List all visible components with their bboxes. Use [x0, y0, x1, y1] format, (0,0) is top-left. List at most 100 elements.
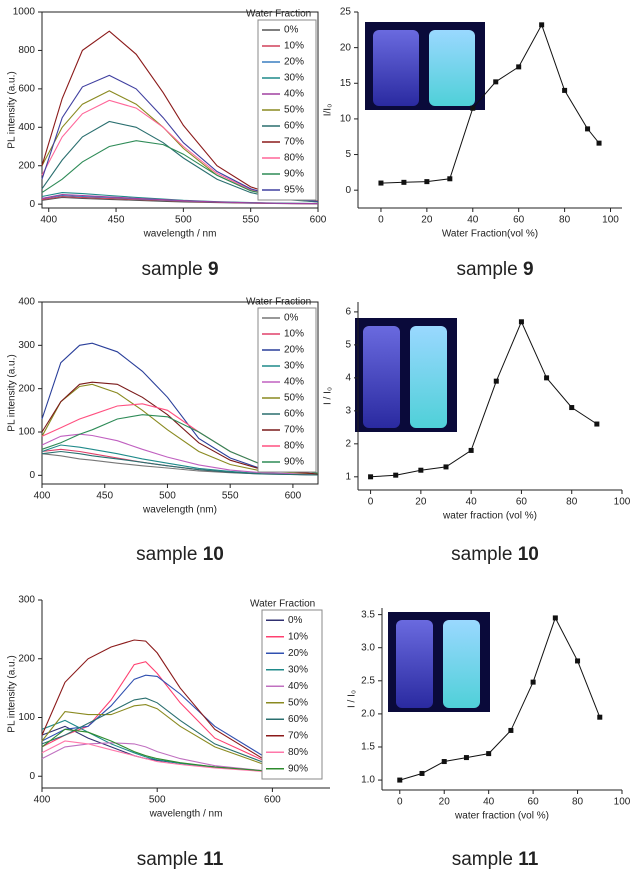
x-tick-label: 450	[96, 491, 113, 502]
y-tick-label: 5	[345, 340, 351, 351]
vial	[363, 326, 400, 428]
vial	[443, 620, 480, 708]
x-tick-label: 60	[513, 215, 525, 226]
data-point	[508, 727, 514, 733]
legend-label: 60%	[288, 714, 308, 725]
y-tick-label: 200	[18, 383, 35, 394]
x-tick-label: 400	[34, 491, 51, 502]
x-tick-label: 100	[602, 215, 619, 226]
legend-box	[261, 609, 323, 780]
caption-number: 9	[208, 259, 219, 280]
legend-label: 70%	[288, 730, 308, 741]
x-axis-label: water fraction (vol %)	[454, 811, 549, 822]
legend-label: 40%	[284, 89, 304, 100]
y-axis-label: I/I₀	[323, 104, 334, 117]
y-tick-label: 200	[18, 653, 35, 664]
vial	[373, 30, 419, 106]
legend-label: 20%	[284, 345, 304, 356]
vial	[410, 326, 447, 428]
data-point	[562, 87, 568, 93]
x-axis-label: wavelength / nm	[149, 809, 223, 820]
x-tick-label: 60	[516, 497, 528, 508]
legend-box	[257, 307, 317, 473]
series-line	[41, 639, 308, 774]
caption-number: 9	[523, 259, 534, 280]
legend-label: 80%	[288, 747, 308, 758]
data-point	[552, 615, 558, 621]
caption-text: sample	[141, 259, 202, 280]
y-tick-label: 300	[18, 595, 35, 606]
y-tick-label: 100	[18, 712, 35, 723]
data-point	[544, 375, 550, 381]
x-tick-label: 0	[397, 797, 403, 808]
y-tick-label: 0	[29, 771, 35, 782]
legend-label: 50%	[284, 393, 304, 404]
data-point	[441, 759, 447, 765]
data-point	[378, 180, 384, 186]
x-tick-label: 60	[528, 797, 540, 808]
y-tick-label: 25	[340, 7, 352, 18]
y-tick-label: 3.0	[361, 642, 375, 653]
data-point	[596, 140, 602, 146]
legend-label: 20%	[284, 57, 304, 68]
series-line	[41, 661, 308, 774]
y-tick-label: 0	[345, 185, 351, 196]
caption-text: sample	[452, 849, 513, 870]
y-tick-label: 0	[29, 199, 35, 210]
x-tick-label: 400	[40, 215, 57, 226]
legend-label: 60%	[284, 121, 304, 132]
caption-text: sample	[456, 259, 517, 280]
y-tick-label: 6	[345, 307, 351, 318]
legend-label: 50%	[288, 697, 308, 708]
x-tick-label: 0	[368, 497, 374, 508]
series-line	[41, 193, 319, 205]
x-tick-label: 100	[614, 797, 631, 808]
series-line	[41, 728, 308, 776]
x-tick-label: 500	[159, 491, 176, 502]
caption-number: 10	[203, 544, 224, 565]
x-tick-label: 80	[572, 797, 584, 808]
x-tick-label: 500	[175, 215, 192, 226]
x-tick-label: 500	[149, 795, 166, 806]
y-tick-label: 2.5	[361, 675, 375, 686]
caption-text: sample	[451, 544, 512, 565]
legend-label: 70%	[284, 137, 304, 148]
y-tick-label: 200	[18, 160, 35, 171]
x-tick-label: 20	[421, 215, 433, 226]
legend-label: 30%	[284, 361, 304, 372]
y-tick-label: 15	[340, 78, 352, 89]
caption: sample 9	[456, 259, 533, 280]
caption-number: 11	[518, 849, 539, 870]
legend-label: 10%	[288, 631, 308, 642]
plot-frame	[41, 301, 319, 485]
data-point	[447, 176, 453, 182]
data-point	[368, 474, 374, 480]
x-tick-label: 100	[614, 497, 631, 508]
data-point	[401, 179, 407, 185]
caption: sample 9	[141, 259, 218, 280]
y-tick-label: 1.0	[361, 775, 375, 786]
y-tick-label: 5	[345, 149, 351, 160]
x-axis-label: water fraction (vol %)	[442, 511, 537, 522]
y-tick-label: 20	[340, 42, 352, 53]
legend-label: 40%	[288, 681, 308, 692]
y-tick-label: 400	[18, 122, 35, 133]
legend-label: 90%	[288, 763, 308, 774]
x-tick-label: 40	[467, 215, 479, 226]
x-tick-label: 400	[34, 795, 51, 806]
legend-label: 0%	[284, 25, 299, 36]
series-line	[41, 704, 308, 776]
y-tick-label: 3.5	[361, 609, 375, 620]
y-axis-label: I / I₀	[323, 387, 334, 405]
legend-label: 80%	[284, 441, 304, 452]
legend-label: 90%	[284, 169, 304, 180]
data-point	[470, 105, 476, 111]
data-point	[493, 79, 499, 85]
y-tick-label: 2.0	[361, 709, 375, 720]
y-tick-label: 10	[340, 114, 352, 125]
x-tick-label: 450	[108, 215, 125, 226]
series-line	[41, 433, 319, 476]
caption: sample 10	[136, 544, 224, 565]
caption: sample 10	[451, 544, 539, 565]
